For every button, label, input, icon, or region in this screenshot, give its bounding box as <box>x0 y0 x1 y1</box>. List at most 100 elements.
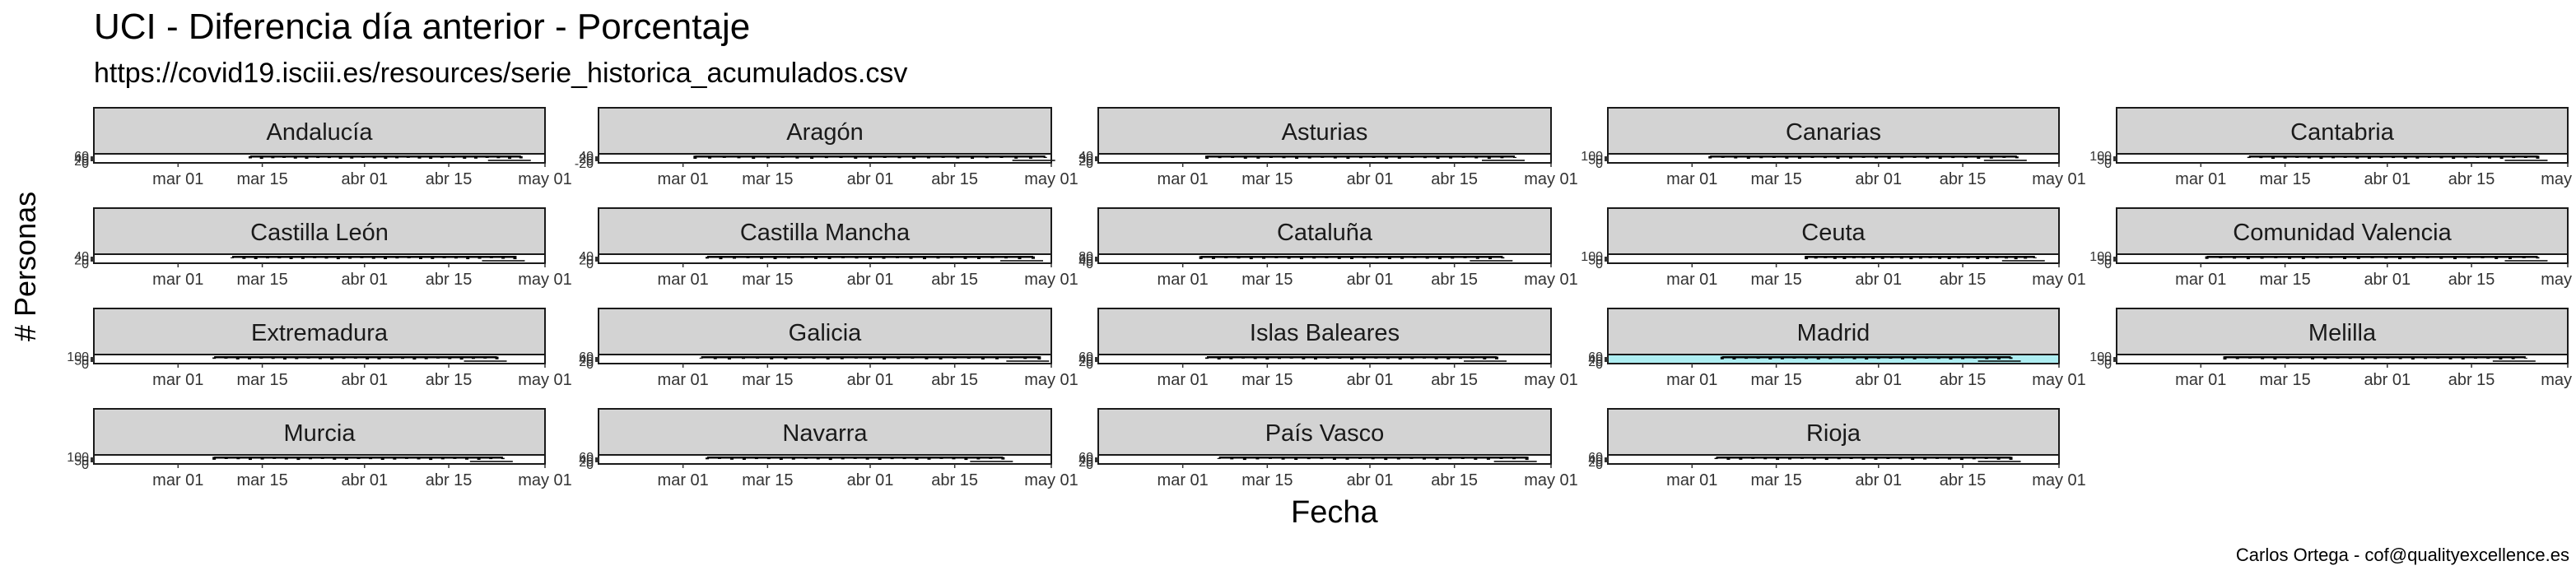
x-tick-label: abr 15 <box>1940 371 1987 389</box>
series-point <box>1217 457 1221 459</box>
series-point <box>1345 457 1349 460</box>
series-point <box>756 357 760 359</box>
series-point <box>1746 155 1750 160</box>
panel-background <box>2117 254 2568 263</box>
series-point <box>1256 155 1260 159</box>
series-point <box>1314 356 1317 359</box>
series-point <box>2311 356 2315 359</box>
series-point <box>271 357 275 359</box>
series-point <box>418 256 422 259</box>
series-point <box>1985 356 1989 359</box>
series-point <box>911 357 915 359</box>
y-tick-label: 50 <box>2097 355 2112 369</box>
panel-background <box>1098 455 1551 464</box>
series-point <box>2343 256 2347 259</box>
y-tick-label: 80 <box>1078 250 1093 264</box>
series-point <box>212 357 217 359</box>
series-point <box>708 155 712 159</box>
series-point <box>1842 256 1847 259</box>
y-tick-label: 100 <box>67 451 89 465</box>
facet-strip <box>598 408 1052 456</box>
series-point <box>1398 356 1402 360</box>
series-point <box>941 156 945 158</box>
series-point <box>1423 156 1427 159</box>
series-point <box>231 257 235 258</box>
series-point <box>882 256 886 259</box>
series-point <box>1810 156 1814 159</box>
series-point <box>1849 155 1853 159</box>
series-point <box>1890 257 1894 258</box>
series-point <box>442 257 446 258</box>
x-tick-label: abr 01 <box>847 371 894 389</box>
series-point <box>1359 156 1363 159</box>
series-point <box>260 457 264 460</box>
series-line <box>1218 457 1527 459</box>
x-tick-label: abr 01 <box>2364 170 2411 188</box>
x-tick-label: mar 01 <box>152 471 203 489</box>
series-point <box>2523 357 2527 359</box>
series-point <box>236 457 240 460</box>
x-tick-label: may 01 <box>2541 170 2576 188</box>
series-point <box>235 356 240 359</box>
panel-background <box>599 455 1051 464</box>
facet-strip-label: Castilla León <box>250 220 389 246</box>
series-point <box>1437 256 1442 260</box>
series-point <box>1909 256 1913 260</box>
series-point <box>1886 457 1890 460</box>
series-point <box>417 155 422 159</box>
series-point <box>300 256 305 259</box>
series-point <box>1865 356 1869 360</box>
series-point <box>1362 356 1366 359</box>
series-point <box>1989 155 1993 159</box>
series-point <box>909 256 913 259</box>
series-point <box>1449 155 1453 159</box>
series-point <box>271 156 275 159</box>
series-point <box>1307 155 1311 159</box>
x-tick-label: abr 01 <box>341 471 388 489</box>
series-point <box>451 156 455 159</box>
series-point <box>2499 155 2504 160</box>
series-point <box>1800 457 1804 459</box>
x-tick-label: abr 15 <box>2448 170 2495 188</box>
series-point <box>1037 356 1041 360</box>
series-point <box>361 156 365 158</box>
series-point <box>393 457 397 460</box>
series-point <box>2261 356 2265 359</box>
series-point <box>2424 357 2428 359</box>
series-point <box>1269 156 1273 158</box>
series-point <box>1951 156 1955 159</box>
series-point <box>1721 156 1725 158</box>
series-point <box>369 457 373 460</box>
series-point <box>1963 156 1968 159</box>
series-point <box>2014 256 2018 260</box>
series-point <box>1900 156 1904 159</box>
series-point <box>804 457 808 459</box>
series-point <box>869 256 872 260</box>
series-point <box>800 257 804 259</box>
series-point <box>1249 256 1253 260</box>
series-point <box>766 457 771 460</box>
series-point <box>1926 155 1930 159</box>
series-point <box>417 457 421 460</box>
y-tick-mark <box>595 156 599 161</box>
series-point <box>495 356 499 359</box>
y-tick-label: 0 <box>586 358 594 372</box>
x-tick-label: abr 15 <box>931 271 978 289</box>
x-tick-label: may 01 <box>2032 471 2086 489</box>
panel-background <box>2117 355 2568 364</box>
series-point <box>519 155 523 159</box>
series-point <box>1409 457 1414 459</box>
y-tick-mark <box>91 357 94 362</box>
series-point <box>1375 257 1379 259</box>
series-point <box>282 156 286 158</box>
x-tick-label: mar 15 <box>1750 471 1801 489</box>
series-point <box>1459 357 1462 359</box>
series-point <box>440 457 445 460</box>
series-point <box>2398 256 2402 260</box>
series-point <box>295 356 299 359</box>
series-point <box>1918 257 1922 259</box>
series-point <box>284 457 288 460</box>
x-tick-label: abr 01 <box>1855 471 1902 489</box>
